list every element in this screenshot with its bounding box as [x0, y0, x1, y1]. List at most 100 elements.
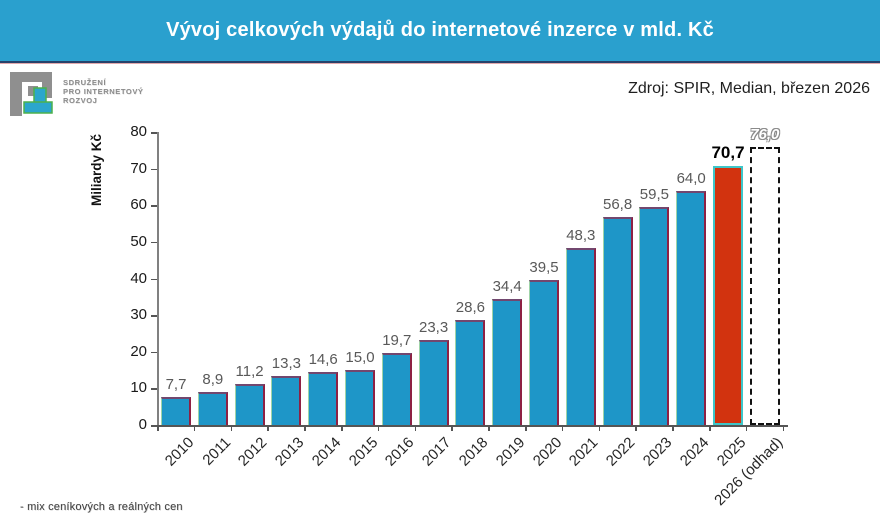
bar-2025 [713, 166, 743, 425]
bar-2016 [381, 352, 412, 425]
y-tick-label-80: 80 [130, 123, 147, 140]
bar-2015 [345, 370, 375, 425]
x-tick-11 [561, 426, 564, 431]
bar-value-2021: 48,3 [566, 227, 596, 245]
bar-value-2018: 28,6 [455, 299, 485, 317]
x-label-2010: 2010 [161, 434, 198, 470]
page-title: Vývoj celkových výdajů do internetové in… [166, 19, 714, 41]
x-axis-line [157, 425, 788, 427]
y-tick-label-0: 0 [138, 416, 147, 433]
bar-2011 [197, 392, 228, 425]
bar-2010 [161, 396, 191, 425]
x-tick-4 [304, 426, 306, 431]
x-tick-8 [451, 426, 453, 431]
bar-2017 [418, 339, 449, 425]
x-tick-10 [525, 426, 527, 431]
logo-line-2: PRO INTERNETOVÝ [63, 87, 144, 96]
x-tick-7 [414, 426, 417, 431]
x-tick-1 [193, 426, 196, 431]
x-tick-9 [488, 426, 490, 431]
x-label-2024: 2024 [676, 434, 713, 470]
x-label-2017: 2017 [419, 434, 455, 470]
y-tick-0 [151, 425, 157, 427]
y-tick-40 [151, 278, 157, 280]
y-tick-label-70: 70 [130, 159, 147, 177]
bar-value-2016: 19,7 [382, 331, 412, 349]
x-label-2012: 2012 [235, 434, 271, 470]
x-tick-5 [341, 426, 343, 431]
x-tick-17 [782, 426, 785, 431]
bar-2022 [602, 216, 633, 425]
y-tick-label-60: 60 [130, 196, 147, 214]
x-label-2014: 2014 [308, 434, 345, 470]
title-banner: Vývoj celkových výdajů do internetové in… [0, 0, 880, 61]
bar-value-2010: 7,7 [165, 375, 187, 393]
x-tick-13 [635, 426, 637, 431]
bar-value-2013: 13,3 [271, 355, 301, 373]
source-caption: Zdroj: SPIR, Median, březen 2026 [628, 80, 870, 97]
spir-logo-text: SDRUŽENÍ PRO INTERNETOVÝ ROZVOJ [63, 78, 144, 105]
bar-2026 (odhad) [749, 146, 780, 425]
y-tick-60 [151, 205, 157, 207]
bar-2013 [271, 376, 302, 425]
x-label-2011: 2011 [198, 434, 234, 469]
y-tick-30 [151, 315, 157, 317]
x-label-2019: 2019 [492, 434, 529, 470]
x-label-2013: 2013 [271, 434, 308, 470]
y-tick-label-30: 30 [130, 306, 147, 324]
y-tick-label-40: 40 [130, 269, 147, 287]
y-tick-80 [151, 132, 157, 134]
bar-value-2024: 64,0 [676, 169, 706, 187]
x-tick-12 [598, 426, 601, 431]
x-tick-16 [745, 426, 748, 431]
bar-2024 [676, 190, 707, 425]
x-label-2016: 2016 [382, 434, 418, 470]
bar-value-2014: 14,6 [308, 350, 338, 368]
x-tick-3 [267, 426, 269, 431]
banner-divider-pink [0, 63, 880, 64]
spir-logo: SDRUŽENÍ PRO INTERNETOVÝ ROZVOJ [8, 70, 144, 123]
y-tick-70 [151, 168, 157, 171]
x-label-2018: 2018 [455, 434, 492, 470]
y-tick-50 [151, 241, 157, 244]
x-label-2020: 2020 [529, 434, 566, 470]
x-label-2015: 2015 [345, 434, 382, 470]
banner-divider-dark [0, 61, 880, 63]
spir-logo-icon [8, 70, 58, 123]
bar-2023 [639, 207, 670, 425]
x-label-2021: 2021 [566, 434, 602, 470]
bar-2021 [565, 248, 596, 425]
bar-value-2022: 56,8 [602, 195, 633, 213]
logo-line-3: ROZVOJ [63, 96, 98, 105]
bar-value-2011: 8,9 [202, 371, 224, 389]
y-tick-10 [151, 388, 157, 390]
bar-2014 [308, 371, 339, 425]
bar-2018 [455, 320, 486, 425]
bar-value-2015: 15,0 [345, 349, 375, 367]
bar-value-2025: 70,7 [711, 143, 745, 163]
x-tick-0 [157, 426, 159, 431]
bar-2019 [492, 299, 523, 425]
y-tick-label-10: 10 [130, 379, 147, 397]
x-tick-6 [377, 426, 380, 431]
logo-line-1: SDRUŽENÍ [63, 78, 107, 87]
bar-value-2012: 11,2 [235, 362, 264, 380]
bar-value-2023: 59,5 [639, 186, 669, 204]
y-tick-label-20: 20 [130, 342, 147, 360]
bar-value-2019: 34,4 [492, 278, 522, 295]
x-tick-14 [672, 426, 674, 431]
footnote: - mix ceníkových a reálných cen [20, 501, 183, 513]
x-label-2022: 2022 [603, 434, 639, 470]
bar-value-2020: 39,5 [529, 259, 559, 277]
y-axis-line [157, 132, 159, 425]
x-tick-2 [230, 426, 233, 431]
y-tick-20 [151, 351, 157, 354]
bar-value-2026 (odhad): 76,0 [750, 125, 780, 143]
y-tick-label-50: 50 [130, 232, 147, 250]
bar-value-2017: 23,3 [418, 318, 449, 336]
x-tick-15 [709, 426, 711, 431]
bar-2020 [529, 280, 559, 425]
x-label-2023: 2023 [639, 434, 676, 470]
bar-2012 [234, 383, 265, 425]
